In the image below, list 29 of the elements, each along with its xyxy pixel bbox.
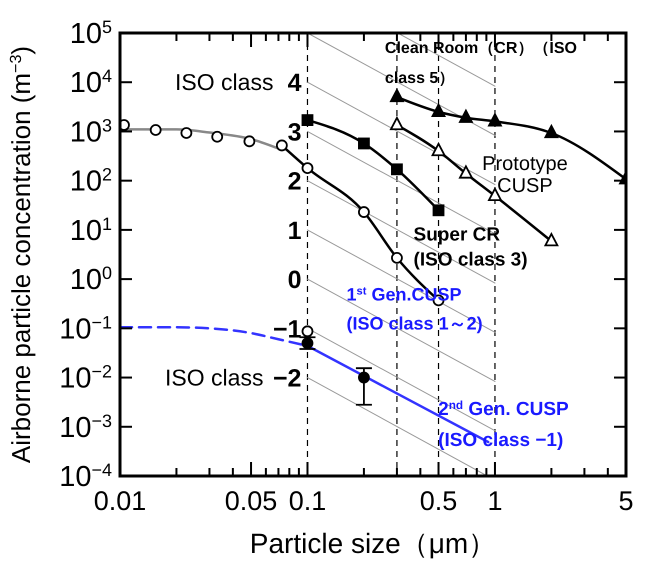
x-tick-label: 1 (487, 486, 502, 516)
y-tick-label: 10$^{1}$ (70, 214, 112, 247)
y-tick-label: 10$^{5}$ (70, 17, 112, 50)
x-tick-label: 0.1 (288, 486, 326, 516)
series-label: 1 (288, 216, 302, 245)
series-label: −1 (272, 315, 302, 344)
annotation: ISO class (165, 364, 264, 391)
x-tick-label: 5 (618, 486, 634, 516)
annotation: Prototype CUSP (482, 152, 568, 197)
y-tick-label: 10$^{3}$ (70, 115, 112, 148)
annotation: Super CR (ISO class 3) (414, 224, 528, 270)
y-tick-label: 10$^{−1}$ (59, 312, 112, 346)
series-label: 3 (288, 118, 302, 146)
x-axis-title: Particle size（μm） (250, 528, 496, 559)
y-tick-label: 10$^{−2}$ (59, 362, 112, 395)
annotation: 2$^{nd}$ Gen. CUSP (ISO class −1) (438, 398, 570, 452)
y-tick-label: 10$^{0}$ (70, 263, 112, 296)
y-tick-label: 10$^{2}$ (70, 164, 112, 198)
series-label: 2 (288, 168, 302, 196)
series-label: −2 (272, 364, 302, 393)
y-tick-label: 10$^{4}$ (70, 66, 112, 100)
x-tick-label: 0.05 (224, 486, 278, 516)
x-tick-label: 0.01 (94, 486, 146, 516)
annotation: ISO class (175, 69, 274, 96)
annotation: Clean Room（CR）（ISO class 5） (384, 40, 577, 88)
y-tick-label: 10$^{−3}$ (59, 410, 112, 444)
x-tick-label: 0.5 (420, 486, 458, 516)
series-label: 4 (288, 69, 302, 98)
series-label: 0 (288, 266, 302, 294)
